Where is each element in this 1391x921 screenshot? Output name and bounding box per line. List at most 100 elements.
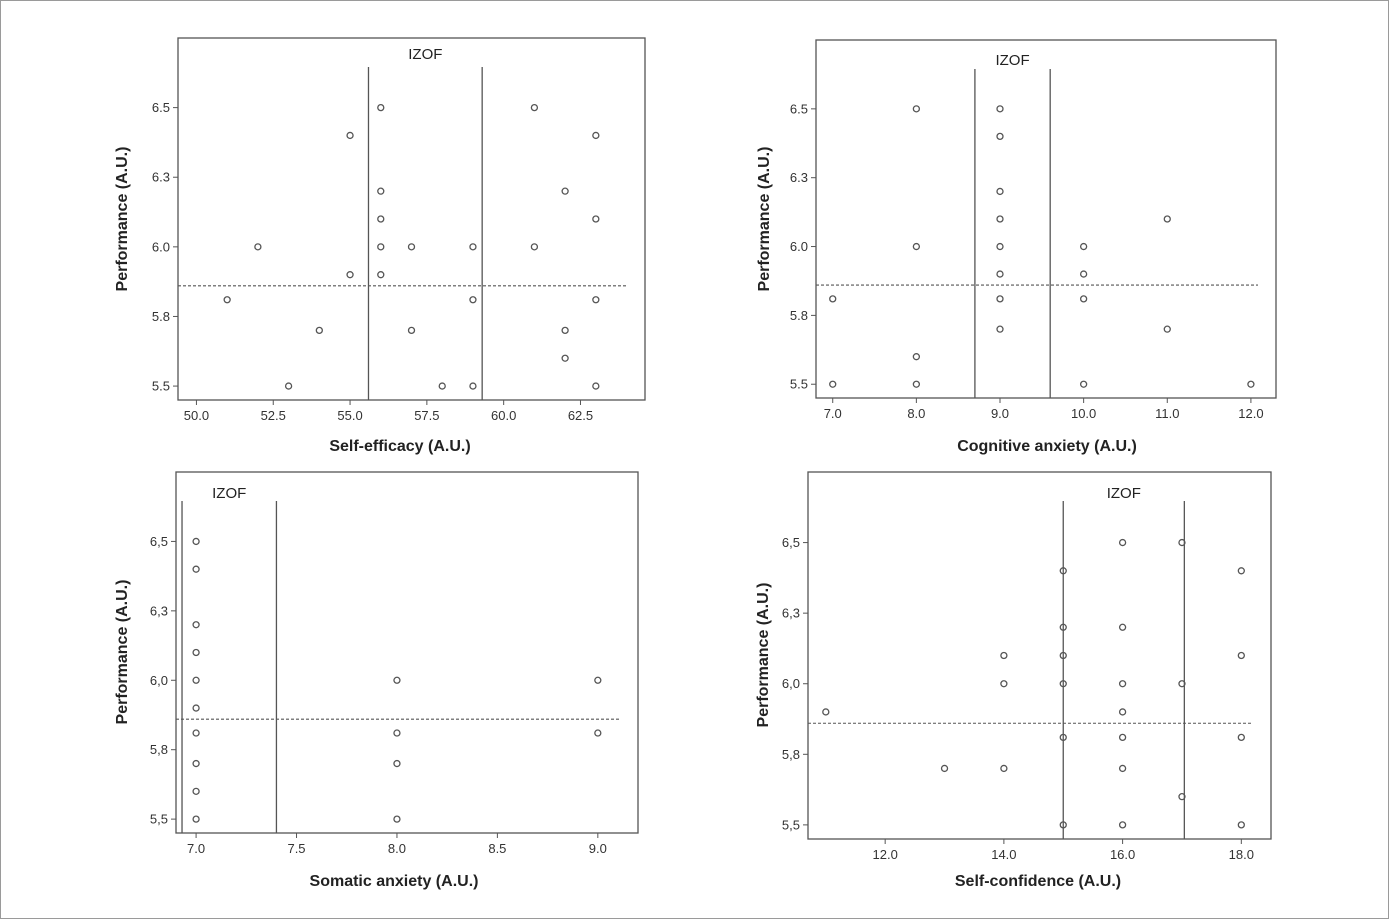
data-point [1118,623,1127,631]
data-point [912,242,921,251]
y-tick-label: 6,3 [150,603,168,618]
data-point [1059,651,1067,660]
izof-label: IZOF [995,52,1029,69]
x-axis-title: Somatic anxiety (A.U.) [310,873,479,890]
data-point [1118,764,1127,773]
data-point [996,270,1004,278]
data-point [1163,215,1171,223]
data-point [393,729,401,737]
data-point [1059,821,1067,829]
data-point [192,676,200,684]
data-point [1000,651,1008,660]
x-tick-label: 8.0 [907,406,925,421]
data-point [377,243,385,251]
data-point [346,131,354,140]
data-point [1079,295,1088,303]
plot-frame [807,471,1272,840]
data-point [1178,680,1186,688]
y-axis-title: Performance (A.U.) [114,580,131,725]
data-point [996,325,1004,333]
x-tick-label: 12.0 [873,847,898,862]
y-tick-label: 6.3 [152,170,170,185]
data-point [592,131,600,140]
data-point [192,815,200,823]
data-point [1118,538,1127,547]
scatter-panel-1: 50.0 52.5 55.0 57.5 60.0 62.5 5.5 5.8 6.0 6.3 6.5 I… [114,37,646,455]
y-tick-label: 5.8 [152,309,170,324]
data-point [996,295,1004,303]
y-tick-label: 5,8 [782,747,800,762]
data-point [592,215,600,223]
y-tick-label: 6,3 [782,606,800,621]
plot-frame [177,37,646,401]
data-point [594,729,602,737]
y-tick-label: 5.5 [152,379,170,394]
data-point [822,708,830,716]
scatter-panel-4: 12.0 14.0 16.0 18.0 5,5 5,8 6,0 6,3 6,5 IZOF Self-… [755,471,1272,890]
data-point [1059,733,1067,742]
data-point [1237,733,1245,742]
izof-label: IZOF [212,485,246,502]
data-point [377,103,385,112]
data-point [912,105,921,113]
y-tick-label: 5,5 [782,817,800,832]
y-tick-label: 5.5 [790,377,808,392]
izof-label: IZOF [408,46,442,63]
data-point [1079,270,1088,278]
data-point [284,382,293,390]
y-tick-label: 6,5 [782,535,800,550]
y-tick-label: 6.0 [152,239,170,254]
data-point [469,243,477,251]
data-point [192,704,200,712]
data-point [561,354,569,362]
izof-label: IZOF [1107,485,1141,502]
data-point [469,296,477,304]
data-point [996,187,1004,196]
data-point [315,326,323,335]
y-tick-label: 5,5 [150,812,168,827]
x-tick-label: 11.0 [1155,406,1179,421]
data-point [594,676,602,684]
data-point [912,380,921,388]
x-axis-title: Self-confidence (A.U.) [955,873,1121,890]
data-point [996,132,1004,141]
y-tick-label: 6.0 [790,239,808,254]
data-point [346,271,354,279]
data-point [377,215,385,223]
data-point [407,243,416,251]
data-point [192,759,200,768]
x-tick-label: 16.0 [1110,847,1135,862]
x-tick-label: 7.0 [187,841,205,856]
data-point [1178,793,1186,801]
y-tick-label: 6,0 [150,673,168,688]
data-point [1059,623,1067,631]
data-point [592,382,600,390]
data-point [377,271,385,279]
data-point [192,621,200,629]
data-point [940,764,949,773]
data-point [223,296,231,304]
data-point [912,353,921,361]
data-point [829,295,837,303]
data-point [1178,538,1186,547]
y-axis-title: Performance (A.U.) [756,147,773,292]
x-tick-label: 8.5 [488,841,506,856]
plot-frame [175,471,639,834]
y-axis-title: Performance (A.U.) [755,583,772,728]
x-tick-label: 7.0 [824,406,842,421]
x-tick-label: 18.0 [1229,847,1254,862]
data-point [1079,380,1088,388]
data-point [996,215,1004,223]
data-point [561,187,569,195]
data-point [393,759,401,768]
data-point [829,380,837,388]
data-point [469,382,477,390]
plot-frame [815,39,1277,399]
y-axis-title: Performance (A.U.) [114,147,131,292]
data-point [592,296,600,304]
data-point [192,787,200,795]
data-point [1163,325,1171,333]
data-point [192,565,200,573]
x-axis-title: Cognitive anxiety (A.U.) [957,438,1137,455]
